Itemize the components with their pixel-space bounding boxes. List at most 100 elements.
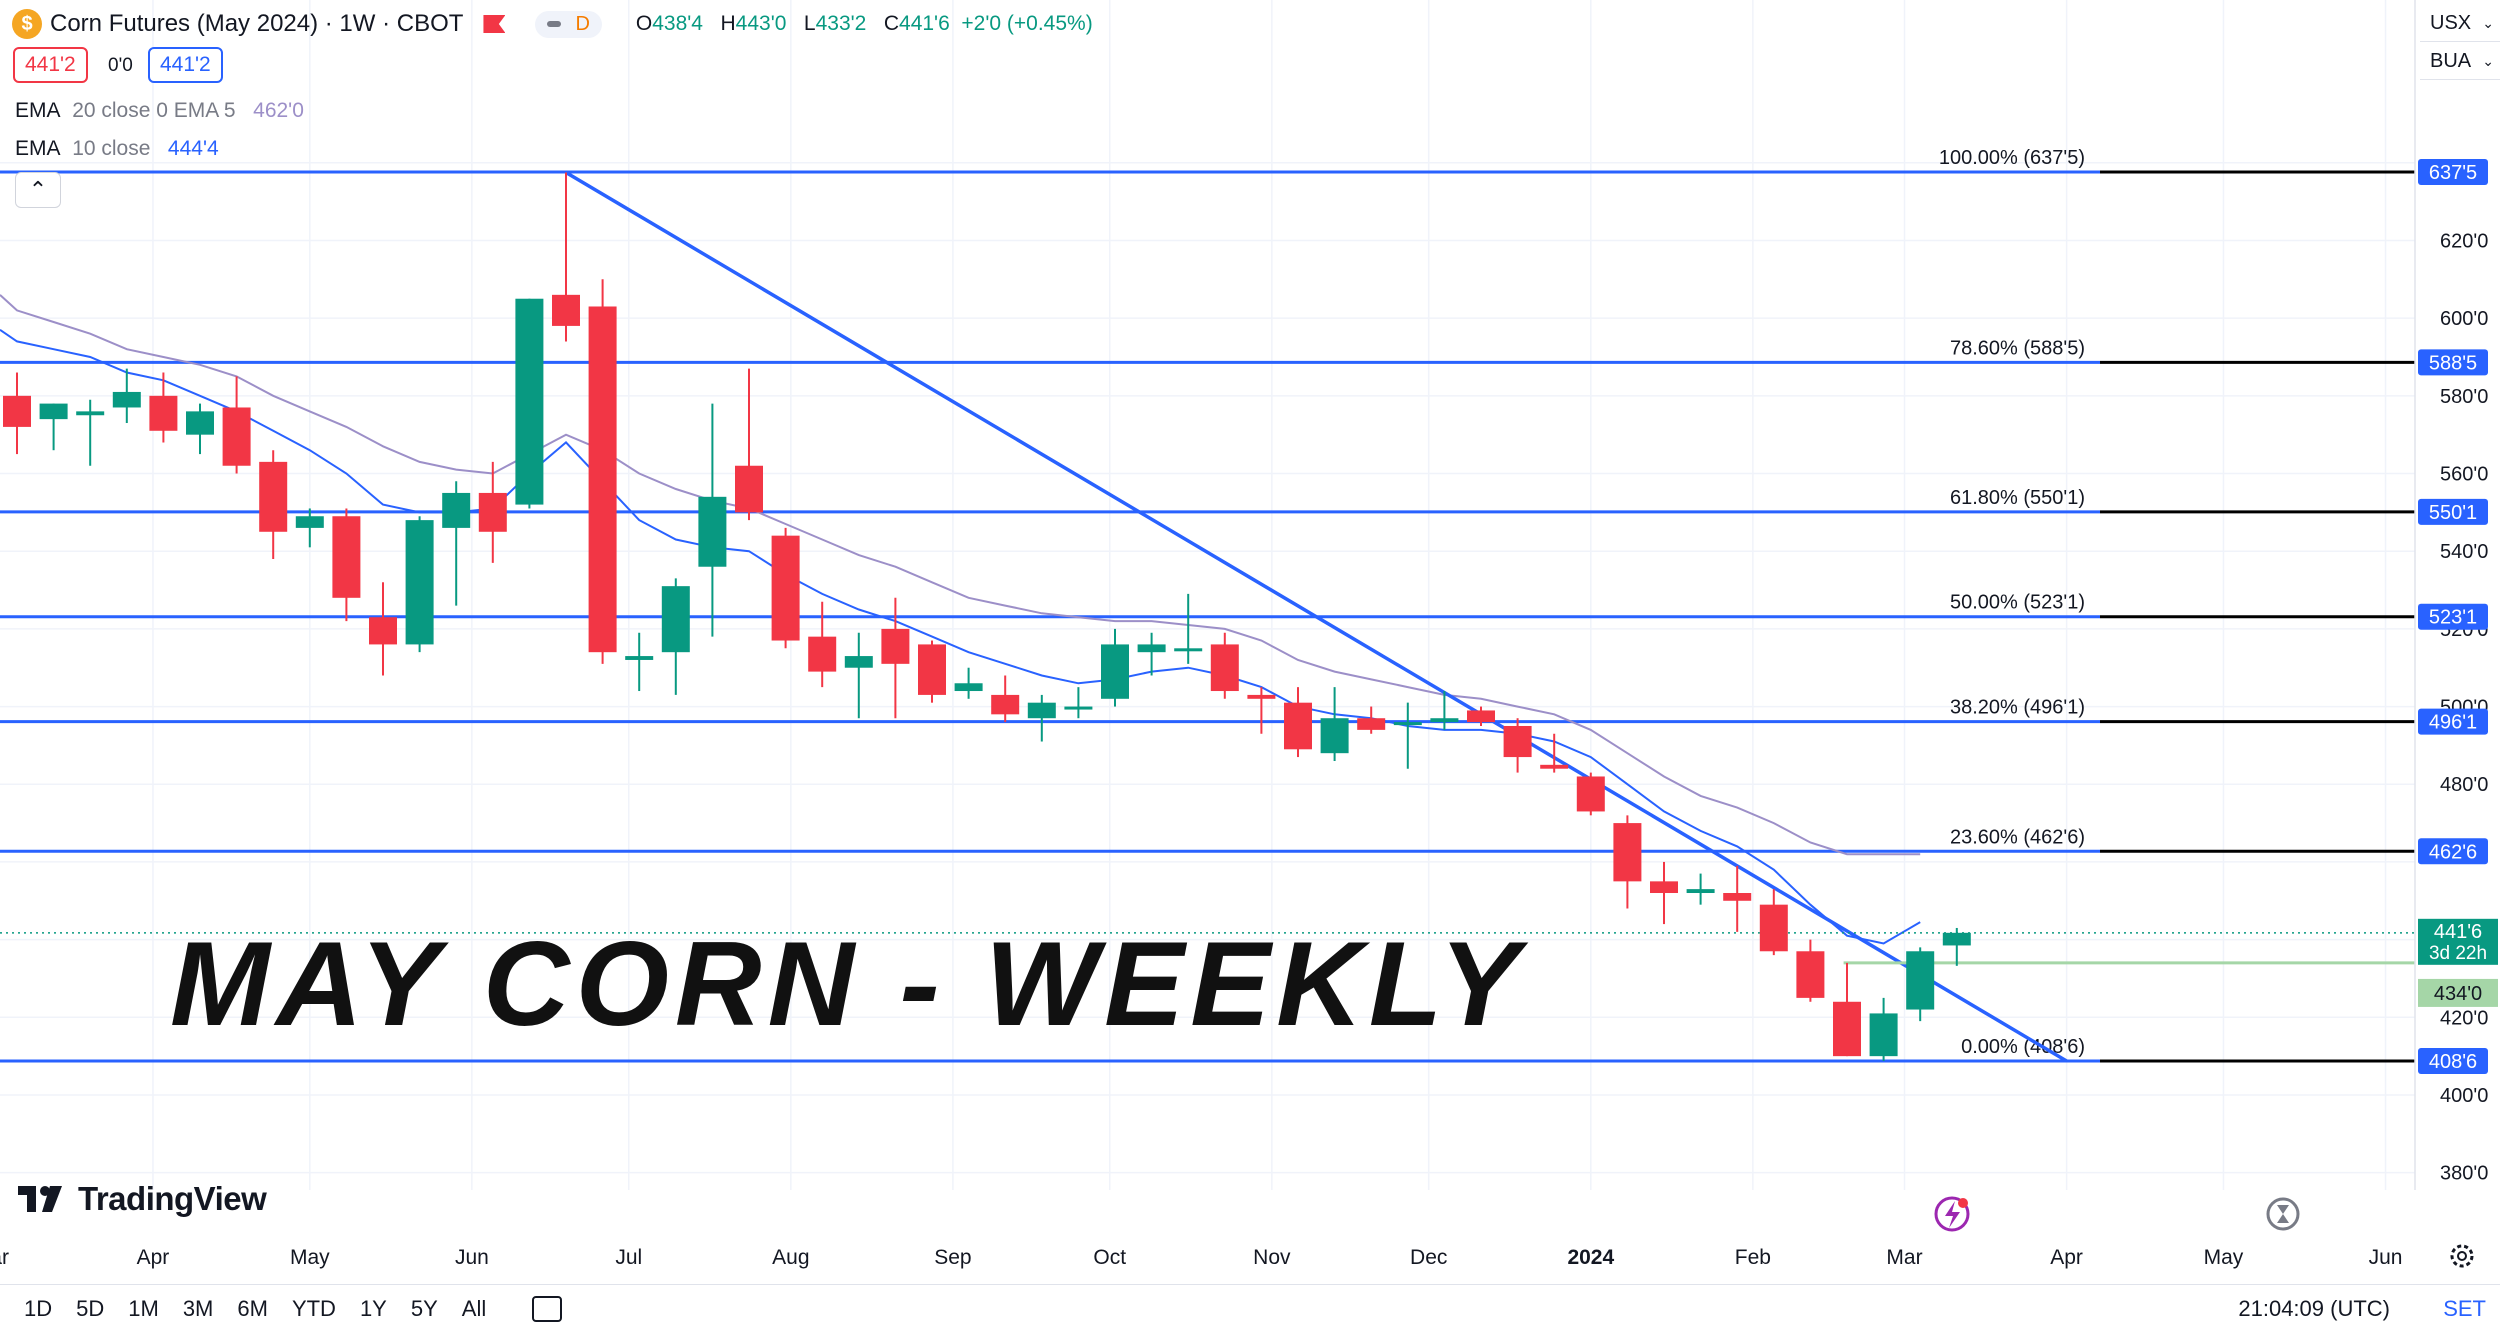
candle[interactable] [1284,687,1312,758]
time-tick-label: Mar [0,1246,9,1269]
candle-body [1613,823,1642,882]
downtrend-line[interactable] [565,170,2068,1063]
candle[interactable] [1613,815,1642,909]
candle[interactable] [1393,702,1422,769]
time-tick-label: Sep [934,1246,971,1269]
candle[interactable] [771,527,800,649]
candle[interactable] [1430,691,1459,730]
candle[interactable] [405,516,434,653]
timeframe-5y[interactable]: 5Y [410,1296,438,1321]
indicator-ema-10[interactable]: EMA 10 close 444'4 [15,137,219,160]
tradingview-logo[interactable]: TradingView [18,1180,267,1218]
candle[interactable] [625,632,654,692]
buy-price-button[interactable]: 441'2 [148,47,223,83]
candle[interactable] [881,597,910,719]
candle[interactable] [661,578,690,695]
calendar-icon[interactable] [532,1296,563,1322]
candle[interactable] [1650,861,1678,925]
indicator-ema-20[interactable]: EMA 20 close 0 EMA 5 462'0 [15,99,304,122]
price-tick-label: 400'0 [2440,1085,2488,1107]
candle[interactable] [552,172,580,342]
candle[interactable] [1210,632,1239,699]
candle[interactable] [1357,706,1386,734]
candle[interactable] [222,376,251,474]
candle[interactable] [1759,889,1788,956]
candle[interactable] [442,481,471,606]
candle[interactable] [1503,718,1532,773]
candle-body [1686,889,1715,894]
candle[interactable] [1906,947,1935,1022]
candle[interactable] [515,298,544,509]
candle-body [588,306,617,653]
candle[interactable] [954,667,983,699]
timeframe-ytd[interactable]: YTD [291,1296,336,1321]
candle[interactable] [991,675,1020,723]
symbol-title[interactable]: Corn Futures (May 2024) · 1W · CBOT [50,10,464,37]
flash-icon[interactable] [1934,1196,1970,1232]
candle[interactable] [1540,733,1569,773]
timeframe-3m[interactable]: 3M [182,1296,214,1321]
timeframe-1d[interactable]: 1D [24,1296,53,1321]
candle[interactable] [844,632,873,719]
candle-body [1869,1013,1898,1057]
sell-price-button[interactable]: 441'2 [13,47,88,83]
fib-label: 78.60% (588'5) [1950,337,2085,359]
timeframe-6m[interactable]: 6M [237,1296,268,1321]
candle[interactable] [295,508,324,548]
candle-body [1467,710,1495,723]
candle[interactable] [588,279,617,664]
time-tick-label: Mar [1886,1246,1922,1269]
candle[interactable] [1101,628,1129,707]
candle[interactable] [478,461,507,563]
candle[interactable] [1796,939,1825,1002]
collapse-legend-button[interactable]: ⌃ [15,172,61,208]
flag-icon[interactable] [483,15,506,33]
candle[interactable] [808,601,837,688]
timeframe-5d[interactable]: 5D [76,1296,105,1321]
candle-body [1833,1001,1861,1057]
candle[interactable] [1137,632,1166,676]
candlestick-series [3,172,1971,1061]
candle[interactable] [369,582,397,676]
utc-clock[interactable]: 21:04:09 (UTC) [2238,1296,2390,1321]
candle[interactable] [149,372,178,443]
candle[interactable] [1064,687,1093,719]
candle[interactable] [259,450,288,559]
candle[interactable] [332,508,361,622]
hourglass-icon[interactable] [2266,1197,2300,1231]
timeframe-all[interactable]: All [461,1296,487,1321]
candle[interactable] [1576,772,1605,816]
candle[interactable] [1869,997,1898,1061]
market-status-pill[interactable]: D [535,10,602,38]
candle-body [661,586,690,653]
currency-select[interactable]: USX ⌄ [2420,6,2500,42]
price-tick-label: 420'0 [2440,1007,2488,1029]
timeframe-1m[interactable]: 1M [128,1296,159,1321]
candle[interactable] [1942,927,1971,966]
candle-body [186,411,214,435]
candle[interactable] [1247,687,1276,734]
candle[interactable] [39,403,68,451]
timeframe-1y[interactable]: 1Y [359,1296,387,1321]
candle-body [844,656,873,668]
candle[interactable] [3,372,31,455]
candle[interactable] [1174,593,1203,664]
candle-body [625,656,654,660]
candle[interactable] [76,399,105,466]
candle[interactable] [1686,873,1715,905]
session-settings-button[interactable]: SET [2443,1296,2486,1321]
candle[interactable] [1833,962,1861,1057]
candle[interactable] [698,403,727,637]
candle[interactable] [1723,865,1752,932]
price-chart[interactable]: 100.00% (637'5) 78.60% (588'5) 61.80% (550… [0,0,2500,1284]
candle[interactable] [1320,687,1349,761]
candle[interactable] [918,640,946,703]
candle[interactable] [186,403,214,455]
bottom-toolbar: 1D 5D 1M 3M 6M YTD 1Y 5Y All 21:04:09 (UTC) SET [0,1284,2500,1333]
unit-select[interactable]: BUA ⌄ [2420,44,2500,80]
gear-icon[interactable] [2450,1244,2474,1268]
candle[interactable] [1027,694,1056,742]
candle[interactable] [112,368,141,424]
candle[interactable] [1467,706,1495,726]
candle[interactable] [735,368,763,521]
